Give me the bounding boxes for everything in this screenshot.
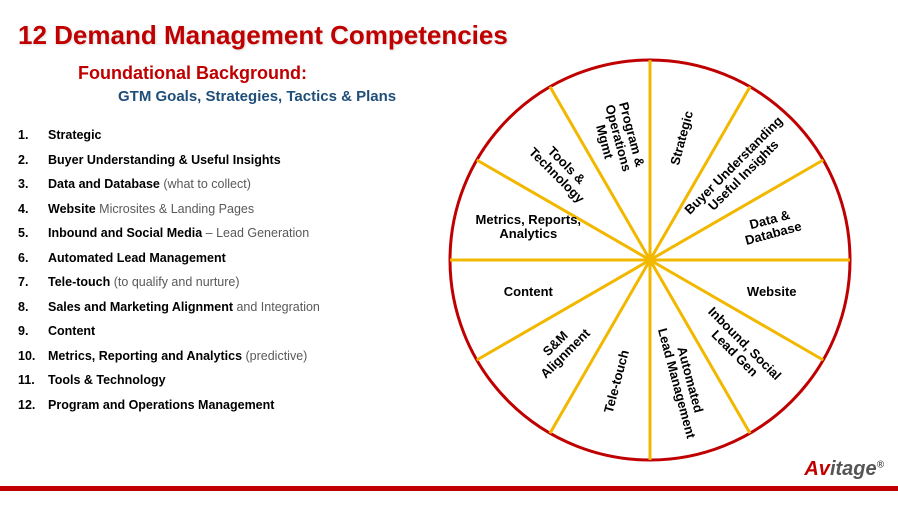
wedge-label-line: Content [504, 284, 554, 299]
list-item-number: 2. [18, 154, 48, 167]
list-item-bold: Program and Operations Management [48, 398, 274, 412]
list-item-number: 7. [18, 276, 48, 289]
list-item-light: (to qualify and nurture) [110, 275, 239, 289]
list-item-number: 10. [18, 350, 48, 363]
footer-bar [0, 486, 898, 491]
list-item-bold: Website [48, 202, 96, 216]
list-item-number: 5. [18, 227, 48, 240]
list-item-bold: Metrics, Reporting and Analytics [48, 349, 242, 363]
competency-wheel: StrategicBuyer UnderstandingUseful Insig… [440, 50, 860, 470]
list-item-light: and Integration [233, 300, 320, 314]
wedge-label-line: Website [747, 284, 797, 299]
list-item-bold: Data and Database [48, 177, 160, 191]
wedge-label: Website [747, 284, 797, 299]
logo-mark: ® [877, 459, 884, 470]
list-item-light: – Lead Generation [202, 226, 309, 240]
list-item-number: 3. [18, 178, 48, 191]
list-item-bold: Tools & Technology [48, 373, 166, 387]
list-item-bold: Strategic [48, 128, 102, 142]
list-item-number: 11. [18, 374, 48, 387]
list-item-bold: Inbound and Social Media [48, 226, 202, 240]
list-item-bold: Tele-touch [48, 275, 110, 289]
wedge-label: Content [504, 284, 554, 299]
list-item-light: (what to collect) [160, 177, 251, 191]
list-item-number: 1. [18, 129, 48, 142]
list-item-bold: Buyer Understanding & Useful Insights [48, 153, 281, 167]
logo-suffix: itage [830, 458, 877, 480]
wedge-label-line: Metrics, Reports, [476, 212, 581, 227]
list-item-number: 4. [18, 203, 48, 216]
list-item-light: (predictive) [242, 349, 307, 363]
list-item-number: 6. [18, 252, 48, 265]
footer-logo: Avitage® [804, 458, 884, 481]
list-item-light: Microsites & Landing Pages [96, 202, 254, 216]
wedge-label-line: Analytics [499, 226, 557, 241]
list-item-number: 8. [18, 301, 48, 314]
logo-prefix: Av [804, 458, 830, 480]
page-title: 12 Demand Management Competencies [0, 0, 898, 51]
list-item-bold: Content [48, 324, 95, 338]
list-item-bold: Automated Lead Management [48, 251, 226, 265]
list-item-bold: Sales and Marketing Alignment [48, 300, 233, 314]
list-item-number: 12. [18, 399, 48, 412]
list-item-number: 9. [18, 325, 48, 338]
